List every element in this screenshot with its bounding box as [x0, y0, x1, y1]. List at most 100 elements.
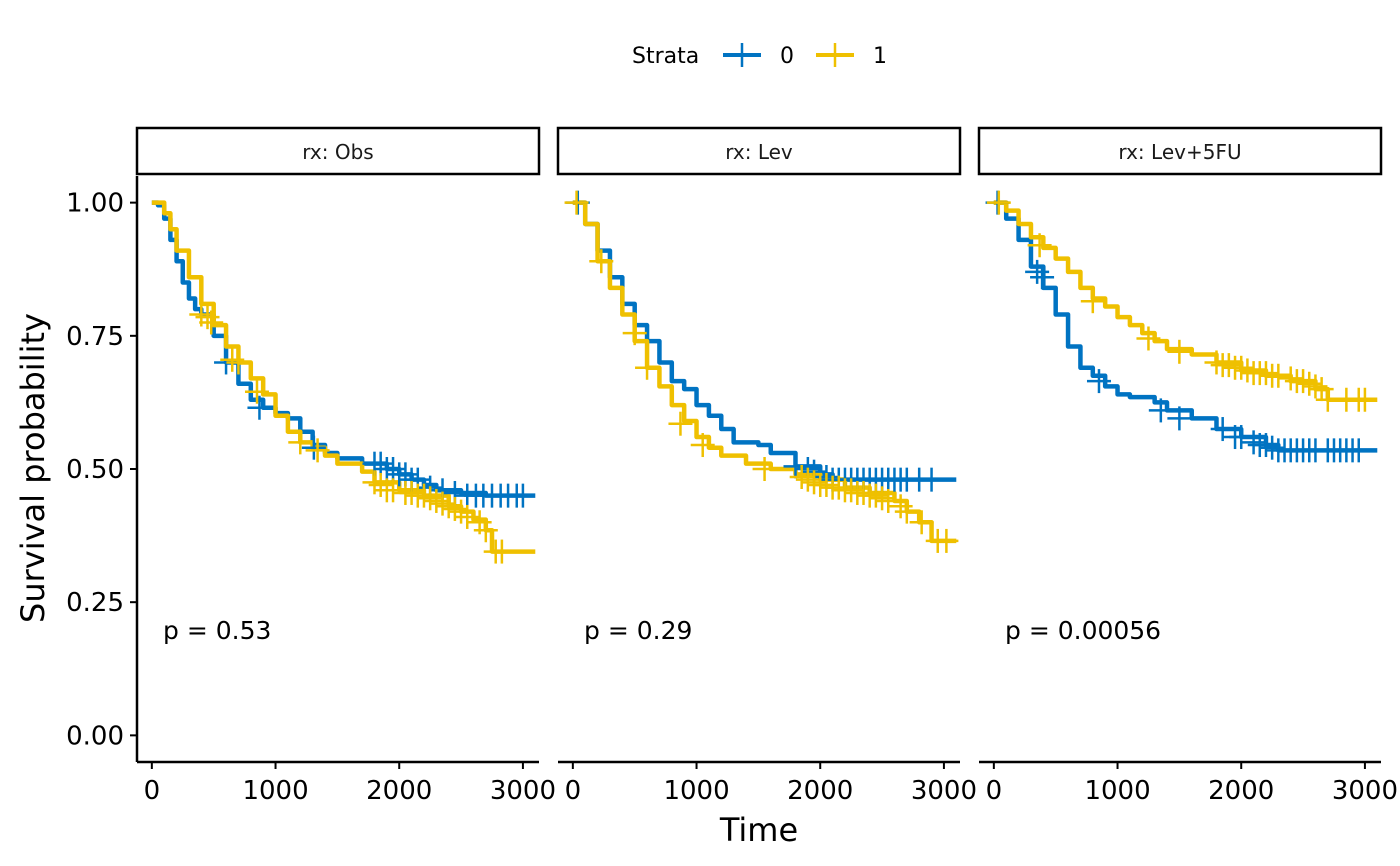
p-value-label: p = 0.00056: [1005, 616, 1161, 645]
x-tick-label: 3000: [490, 776, 556, 806]
censor-mark-stratum-0: [1346, 438, 1371, 463]
censor-mark-stratum-1: [489, 539, 514, 564]
panel-lev-5fu: rx: Lev+5FU 0 1000 2000 3000 p = 0.00056: [977, 126, 1398, 806]
survival-curve-stratum-0: [151, 200, 536, 498]
censor-mark-stratum-1: [1136, 326, 1161, 351]
censor-mark-stratum-1: [1291, 369, 1316, 394]
censor-mark-stratum-1: [436, 494, 461, 519]
x-tick-label: 1000: [1084, 776, 1150, 806]
censor-mark-stratum-1: [934, 528, 959, 553]
x-tick-label: 2000: [787, 776, 853, 806]
survival-curve-stratum-1: [993, 200, 1378, 402]
x-axis-title: Time: [719, 811, 798, 849]
censor-mark-stratum-1: [1229, 355, 1254, 380]
strip-box: [977, 126, 1383, 176]
censor-mark-stratum-1: [220, 347, 245, 372]
censor-mark-stratum-1: [1216, 353, 1241, 378]
censor-mark-stratum-1: [622, 321, 647, 346]
x-tick-label: 3000: [911, 776, 977, 806]
censor-mark-stratum-1: [195, 305, 220, 330]
y-tick-label: 1.00: [66, 189, 124, 219]
y-axis: 0.00 0.25 0.50 0.75 1.00: [66, 176, 139, 762]
censor-mark-stratum-1: [473, 518, 498, 543]
censor-mark-stratum-0: [1148, 398, 1173, 423]
censor-mark-stratum-1: [1352, 387, 1377, 412]
x-tick-label: 2000: [366, 776, 432, 806]
censor-mark-stratum-1: [1253, 361, 1278, 386]
x-tick-label: 3000: [1332, 776, 1398, 806]
censor-mark-stratum-0: [1241, 430, 1266, 455]
censor-mark-stratum-1: [288, 430, 313, 455]
x-tick-label: 2000: [1208, 776, 1274, 806]
survival-curve-stratum-0: [993, 200, 1378, 453]
censor-mark-stratum-1: [752, 457, 777, 481]
censor-mark-stratum-1: [1297, 371, 1322, 396]
panel-obs: rx: Obs 0 1000 2000 3000 p = 0.53: [135, 126, 556, 806]
x-tick-label: 1000: [242, 776, 308, 806]
y-tick-label: 0.00: [66, 721, 124, 751]
p-value-label: p = 0.53: [163, 616, 271, 645]
censor-mark-stratum-1: [399, 480, 424, 505]
censor-mark-stratum-1: [802, 470, 827, 495]
censor-mark-stratum-1: [226, 350, 251, 375]
censor-mark-stratum-1: [1080, 289, 1105, 314]
censor-mark-stratum-0: [1210, 417, 1235, 442]
survival-curve-stratum-1: [572, 200, 957, 544]
censor-mark-stratum-0: [1086, 369, 1111, 394]
censor-mark-stratum-1: [455, 504, 480, 529]
strip-label: rx: Lev: [725, 140, 793, 164]
plot-area: 0 1000 2000 3000: [137, 200, 556, 806]
censor-mark-stratum-0: [1253, 433, 1278, 458]
censor-mark-stratum-1: [424, 488, 449, 513]
plot-area: 0 1000 2000 3000: [979, 190, 1398, 806]
censor-mark-stratum-0: [510, 483, 535, 508]
legend-label-1: 1: [873, 44, 887, 69]
censor-mark-stratum-1: [814, 472, 839, 497]
censor-mark-stratum-1: [986, 190, 1011, 215]
censor-mark-stratum-0: [1260, 435, 1285, 460]
censor-mark-stratum-1: [635, 355, 660, 380]
censor-mark-stratum-1: [839, 478, 864, 503]
censor-mark-stratum-0: [1025, 259, 1050, 284]
y-tick-label: 0.50: [66, 455, 124, 485]
p-value-label: p = 0.29: [584, 616, 692, 645]
x-tick-label: 0: [144, 776, 161, 806]
censor-mark-stratum-1: [381, 478, 406, 503]
censor-mark-stratum-1: [1167, 339, 1192, 364]
censor-mark-stratum-1: [1303, 374, 1328, 399]
censor-mark-stratum-1: [876, 488, 901, 513]
censor-mark-stratum-1: [870, 486, 895, 511]
censor-mark-stratum-0: [368, 451, 393, 476]
strip-box: [135, 126, 541, 176]
censor-mark-stratum-1: [199, 310, 224, 335]
plot-area: 0 1000 2000 3000: [558, 190, 977, 806]
censor-mark-stratum-0: [301, 435, 326, 460]
censor-mark-stratum-0: [919, 467, 944, 492]
legend: Strata 0 1: [632, 43, 887, 69]
censor-mark-stratum-0: [1167, 406, 1192, 431]
censor-mark-stratum-0: [783, 454, 808, 479]
censor-mark-stratum-1: [826, 475, 851, 500]
censor-mark-stratum-1: [851, 480, 876, 505]
censor-mark-stratum-1: [1235, 358, 1260, 383]
censor-mark-stratum-1: [1278, 366, 1303, 391]
censor-mark-stratum-1: [690, 433, 715, 458]
censor-mark-stratum-1: [888, 494, 913, 519]
legend-key-1: [816, 43, 854, 67]
censor-mark-stratum-1: [305, 438, 330, 463]
censor-mark-stratum-1: [909, 510, 934, 535]
censor-mark-stratum-1: [894, 499, 919, 524]
y-axis-title: Survival probability: [14, 313, 52, 623]
x-tick-label: 0: [986, 776, 1003, 806]
censor-mark-stratum-1: [430, 491, 455, 516]
censor-mark-stratum-1: [1266, 363, 1291, 388]
y-tick-label: 0.25: [66, 588, 124, 618]
censor-mark-stratum-1: [368, 472, 393, 497]
survival-curve-stratum-0: [572, 200, 957, 482]
censor-mark-stratum-1: [362, 470, 387, 495]
censor-mark-stratum-1: [564, 190, 589, 215]
strip-label: rx: Obs: [302, 140, 373, 164]
censor-mark-stratum-0: [1229, 425, 1254, 450]
survival-curve-stratum-1: [151, 200, 536, 554]
censor-mark-stratum-0: [1030, 265, 1055, 290]
